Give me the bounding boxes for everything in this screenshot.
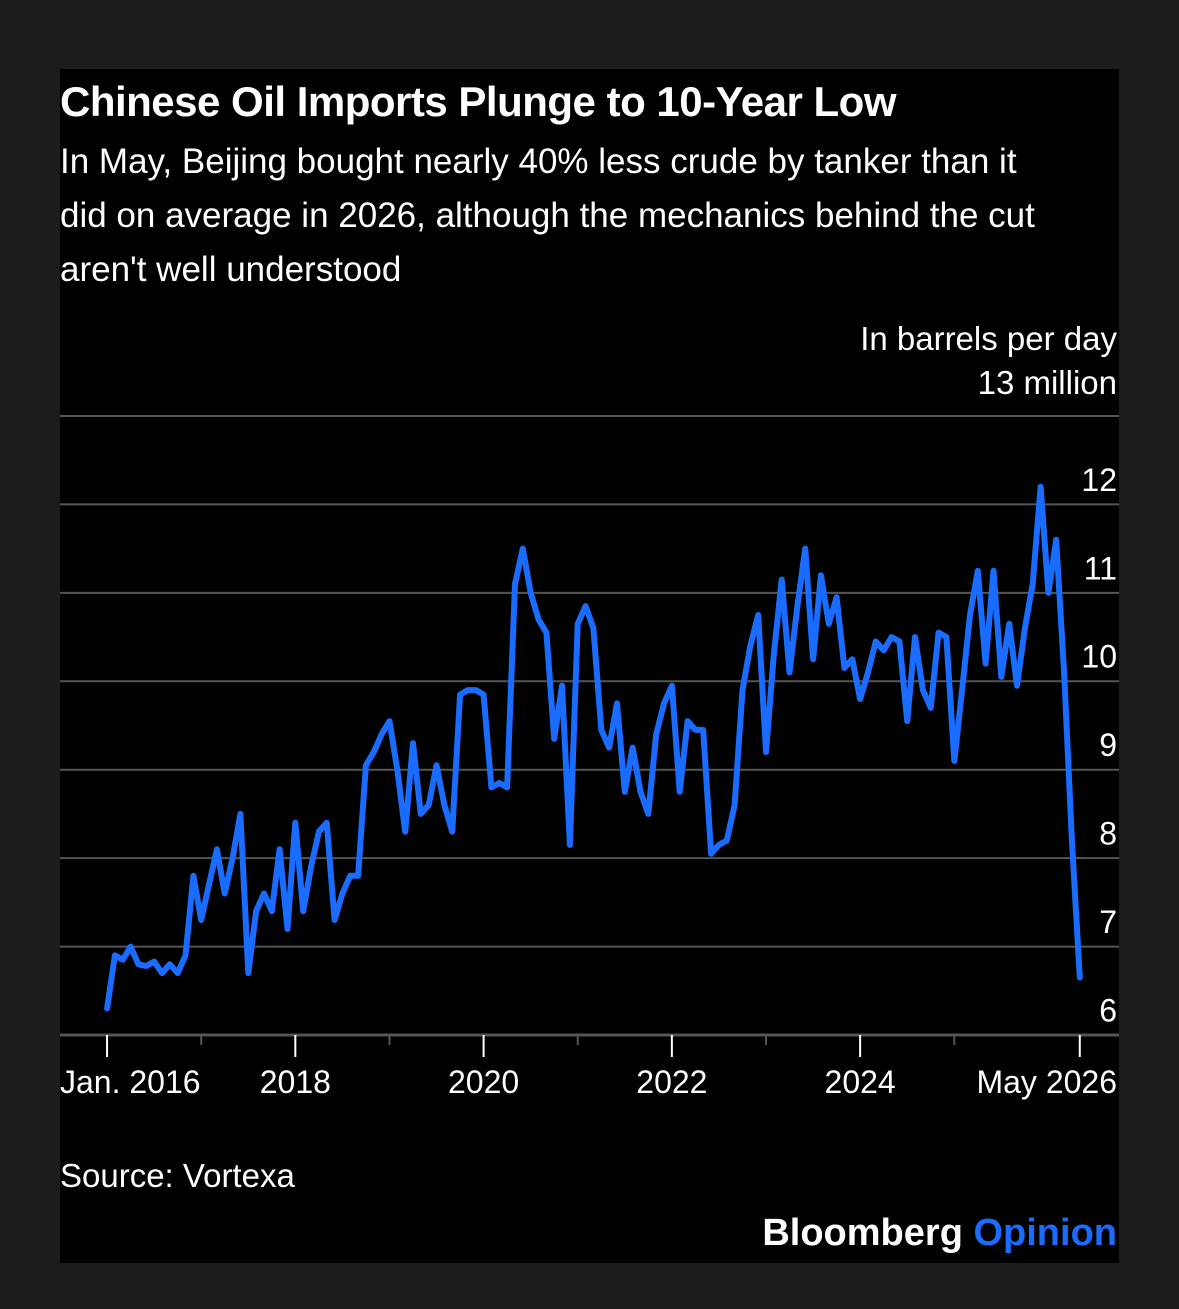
series-line-0	[104, 483, 1083, 1012]
chart-title: Chinese Oil Imports Plunge to 10-Year Lo…	[60, 78, 897, 125]
x-tick-label: 2018	[260, 1064, 331, 1100]
y-tick-label: 11	[1084, 550, 1117, 586]
y-tick-label: 10	[1081, 639, 1117, 675]
gridlines	[60, 415, 1119, 948]
x-tick-label: Jan. 2016	[60, 1064, 201, 1100]
brand-accent: Opinion	[973, 1212, 1117, 1254]
y-tick-label-top: 13 million	[977, 364, 1117, 401]
y-tick-label: 8	[1099, 816, 1117, 852]
y-tick-label: 9	[1099, 727, 1117, 763]
chart-subtitle: In May, Beijing bought nearly 40% less c…	[60, 142, 1035, 289]
y-tick-label: 12	[1081, 462, 1117, 498]
brand-logo: Bloomberg Opinion	[762, 1211, 1117, 1255]
x-tick-labels: Jan. 2016 2018 2020 2022 2024 May 2026	[60, 1064, 1117, 1100]
y-axis-units: In barrels per day 13 million	[860, 317, 1117, 405]
y-tick-labels: 12 11 10 9 8 7 6	[1081, 462, 1117, 1029]
y-tick-label: 7	[1099, 904, 1117, 940]
chart-card: Chinese Oil Imports Plunge to 10-Year Lo…	[60, 69, 1119, 1263]
x-tick-label: 2024	[825, 1064, 896, 1100]
y-tick-label: 6	[1099, 992, 1117, 1028]
series-layer	[104, 483, 1083, 1012]
x-tick-label: 2022	[636, 1064, 707, 1100]
line-chart: 12 11 10 9 8 7 6 Jan. 2016 2018 2020 2022 2024 May …	[60, 415, 1119, 1100]
x-axis	[60, 1033, 1119, 1057]
brand-name: Bloomberg	[762, 1212, 963, 1254]
y-axis-label: In barrels per day	[860, 320, 1117, 357]
source-note: Source: Vortexa	[60, 1157, 295, 1194]
x-tick-label: May 2026	[976, 1064, 1117, 1100]
x-tick-label: 2020	[448, 1064, 519, 1100]
